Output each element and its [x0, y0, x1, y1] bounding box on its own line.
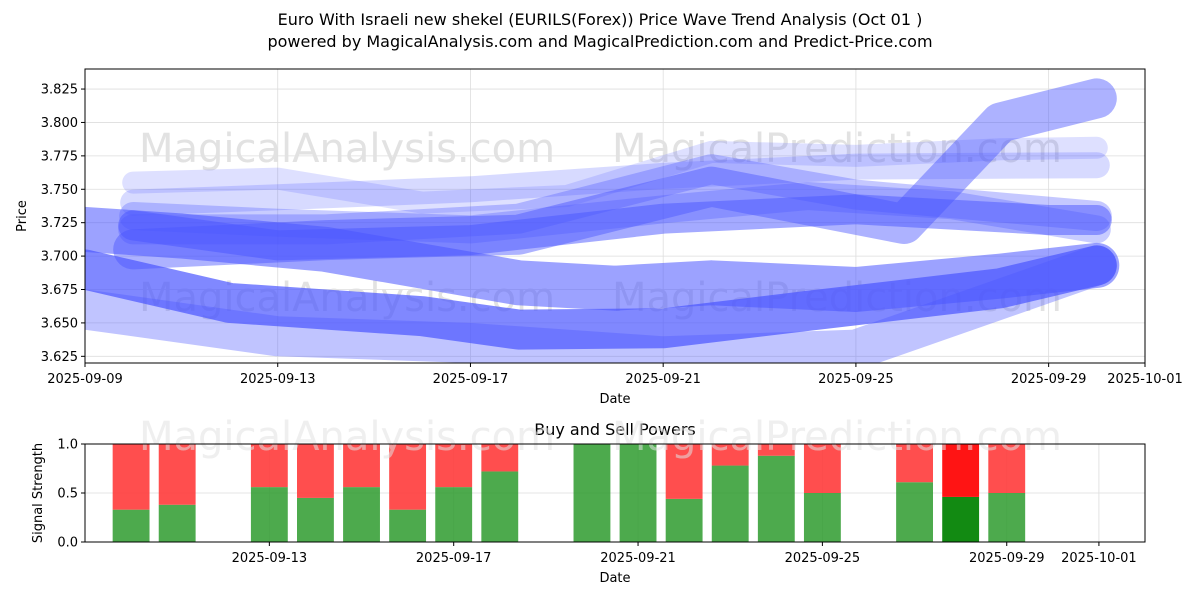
- signal-y-tick-label: 0.0: [57, 536, 78, 551]
- price-plot-frame: [84, 68, 1146, 364]
- price-x-axis-label: Date: [599, 392, 630, 407]
- buy-bar: [343, 487, 380, 542]
- sell-bar: [942, 444, 980, 497]
- price-wave-line: [85, 245, 1117, 350]
- price-y-tick-label: 3.750: [41, 183, 78, 198]
- buy-bar: [803, 493, 841, 542]
- price-x-tick-label: 2025-10-01: [1107, 372, 1183, 387]
- sell-bar: [896, 444, 933, 483]
- sell-bar: [250, 444, 288, 488]
- sell-bar: [757, 444, 795, 456]
- price-wave-line: [85, 245, 1117, 363]
- price-x-tick-label: 2025-09-17: [433, 372, 509, 387]
- price-y-tick-label: 3.700: [41, 250, 78, 265]
- buy-bar: [481, 471, 519, 542]
- buy-bar: [250, 487, 288, 542]
- signal-y-tick-label: 1.0: [57, 438, 78, 453]
- signal-panel-title: Buy and Sell Powers: [534, 420, 696, 439]
- signal-x-tick-label: 2025-09-29: [969, 551, 1045, 566]
- price-x-ticks: 2025-09-09 2025-09-13 2025-09-17 2025-09-21…: [47, 363, 1183, 387]
- buy-bar: [573, 444, 611, 542]
- signal-x-tick-label: 2025-09-25: [785, 551, 861, 566]
- price-x-tick-label: 2025-09-13: [240, 372, 316, 387]
- signal-y-ticks: 0.0 0.5 1.0: [57, 438, 85, 551]
- price-wave-line: [118, 194, 1112, 261]
- price-y-tick-label: 3.625: [41, 350, 78, 365]
- signal-bars: [112, 444, 1026, 542]
- sell-bar: [481, 444, 519, 472]
- buy-bar: [942, 496, 980, 542]
- buy-bar: [619, 444, 657, 542]
- watermark-text: MagicalPrediction.com: [612, 414, 1062, 460]
- sell-bar: [297, 444, 334, 498]
- price-panel: MagicalAnalysis.com MagicalPrediction.com…: [15, 68, 1183, 407]
- price-wave-line: [118, 154, 1112, 245]
- price-y-tick-label: 3.800: [41, 116, 78, 131]
- buy-bar: [757, 455, 795, 542]
- signal-x-tick-label: 2025-10-01: [1061, 551, 1137, 566]
- sell-bar: [665, 444, 703, 499]
- signal-y-axis-label: Signal Strength: [31, 443, 46, 543]
- chart-title-line1: Euro With Israeli new shekel (EURILS(For…: [278, 10, 923, 29]
- price-wave-series: [85, 78, 1120, 363]
- buy-bar: [711, 465, 749, 542]
- price-y-tick-label: 3.675: [41, 283, 78, 298]
- sell-bar: [988, 444, 1026, 493]
- buy-bar: [665, 498, 703, 542]
- price-y-tick-label: 3.825: [41, 83, 78, 98]
- price-wave-line: [122, 136, 1108, 214]
- sell-bar: [389, 444, 427, 510]
- sell-bar: [158, 444, 196, 505]
- chart-title-line2: powered by MagicalAnalysis.com and Magic…: [267, 32, 932, 51]
- sell-bar: [435, 444, 473, 488]
- price-x-tick-label: 2025-09-29: [1011, 372, 1087, 387]
- signal-x-tick-label: 2025-09-13: [232, 551, 308, 566]
- price-wave-line: [120, 152, 1110, 216]
- sell-bar: [112, 444, 150, 510]
- price-x-tick-label: 2025-09-25: [818, 372, 894, 387]
- signal-x-tick-label: 2025-09-17: [416, 551, 492, 566]
- buy-bar: [112, 509, 150, 542]
- signal-watermarks: MagicalAnalysis.com MagicalPrediction.com: [139, 414, 1062, 460]
- sell-bar: [711, 444, 749, 466]
- price-y-tick-label: 3.650: [41, 316, 78, 331]
- price-y-ticks: 3.625 3.650 3.675 3.700 3.725 3.750 3.775 3.800…: [41, 83, 85, 365]
- price-y-tick-label: 3.725: [41, 216, 78, 231]
- signal-x-axis-label: Date: [599, 571, 630, 586]
- buy-bar: [297, 497, 334, 542]
- buy-bar: [988, 493, 1026, 542]
- signal-panel: Buy and Sell Powers MagicalAnalysis.com M…: [31, 414, 1146, 586]
- signal-x-ticks: 2025-09-13 2025-09-17 2025-09-21 2025-09-25…: [232, 542, 1137, 566]
- price-wave-line: [119, 182, 1111, 244]
- sell-bar: [803, 444, 841, 493]
- buy-bar: [435, 487, 473, 542]
- signal-y-tick-label: 0.5: [57, 487, 78, 502]
- price-x-tick-label: 2025-09-21: [625, 372, 701, 387]
- buy-bar: [158, 504, 196, 542]
- price-x-tick-label: 2025-09-09: [47, 372, 123, 387]
- buy-bar: [896, 482, 933, 542]
- sell-bar: [343, 444, 380, 488]
- signal-x-tick-label: 2025-09-21: [600, 551, 676, 566]
- watermark-text: MagicalPrediction.com: [612, 126, 1062, 172]
- price-y-tick-label: 3.775: [41, 149, 78, 164]
- watermark-text: MagicalAnalysis.com: [139, 126, 555, 172]
- watermark-text: MagicalAnalysis.com: [139, 414, 555, 460]
- buy-bar: [389, 509, 427, 542]
- price-y-axis-label: Price: [15, 200, 30, 232]
